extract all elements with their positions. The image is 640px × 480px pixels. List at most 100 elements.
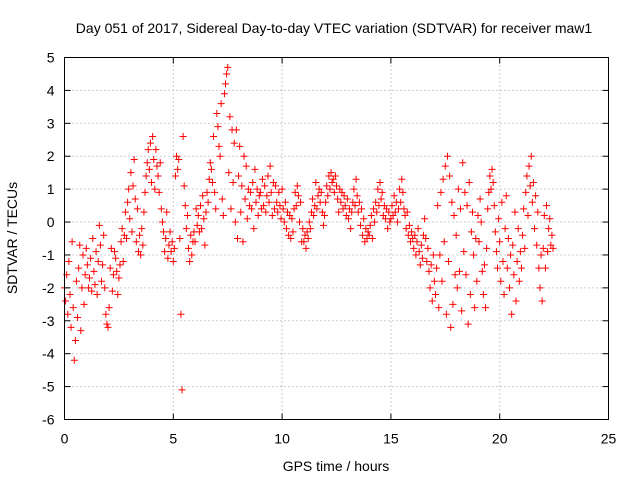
data-point xyxy=(226,113,234,121)
data-point xyxy=(303,228,311,236)
data-point xyxy=(65,258,73,266)
data-point xyxy=(178,386,186,394)
data-point xyxy=(267,188,275,196)
data-point xyxy=(309,195,317,203)
plot-frame xyxy=(64,57,609,420)
data-point xyxy=(450,211,458,219)
data-point xyxy=(117,238,125,246)
data-point xyxy=(432,290,440,298)
data-point xyxy=(373,208,381,216)
data-point xyxy=(491,228,499,236)
data-point xyxy=(495,215,503,223)
y-axis-tick-labels: -6 -5 -4 -3 -2 -1 0 1 2 3 4 5 xyxy=(42,50,55,428)
data-point xyxy=(452,231,460,239)
data-point xyxy=(398,175,406,183)
data-point xyxy=(514,225,522,233)
data-point xyxy=(248,205,256,213)
data-point xyxy=(422,235,430,242)
data-point xyxy=(251,165,259,173)
data-point xyxy=(80,300,88,308)
data-point xyxy=(391,208,399,216)
x-axis-label: GPS time / hours xyxy=(283,458,390,474)
data-point xyxy=(494,264,502,272)
data-point xyxy=(273,198,281,206)
data-point xyxy=(513,258,521,266)
data-point xyxy=(188,251,196,259)
data-point xyxy=(535,264,543,272)
data-point xyxy=(496,238,504,246)
data-point xyxy=(343,195,351,203)
data-point xyxy=(453,284,461,292)
data-point xyxy=(88,287,96,295)
data-point xyxy=(256,188,264,196)
y-tick-label: -3 xyxy=(42,313,55,329)
data-point xyxy=(534,208,542,216)
data-point xyxy=(259,175,267,183)
data-point xyxy=(255,192,263,200)
data-point xyxy=(197,202,204,210)
data-point xyxy=(428,297,436,305)
data-point xyxy=(306,225,314,233)
data-point xyxy=(521,244,529,252)
data-point xyxy=(351,202,359,210)
x-axis-tick-labels: 0 5 10 15 20 25 xyxy=(61,431,617,447)
data-point xyxy=(199,192,207,200)
data-point xyxy=(220,90,228,98)
x-tick-label: 10 xyxy=(274,431,290,447)
data-point xyxy=(365,231,373,239)
data-point xyxy=(148,179,156,187)
data-point xyxy=(94,258,102,266)
data-point xyxy=(275,188,283,196)
data-point xyxy=(111,248,119,256)
data-point xyxy=(77,327,85,335)
data-point xyxy=(89,235,97,242)
data-point xyxy=(390,192,398,200)
data-point xyxy=(280,218,288,226)
data-point xyxy=(540,211,548,219)
data-point xyxy=(337,198,345,206)
data-point xyxy=(204,198,212,206)
data-point xyxy=(512,297,520,305)
data-point xyxy=(96,241,104,249)
data-point xyxy=(526,182,534,190)
data-point xyxy=(123,235,131,242)
data-point xyxy=(356,221,364,229)
data-point xyxy=(174,165,182,173)
data-point xyxy=(84,284,92,292)
data-point xyxy=(156,159,164,167)
data-point xyxy=(510,271,518,279)
data-point xyxy=(93,290,101,298)
x-tick-label: 5 xyxy=(169,431,177,447)
data-point xyxy=(167,248,175,256)
data-point xyxy=(109,271,117,279)
data-point xyxy=(254,211,262,219)
data-point xyxy=(168,238,176,246)
data-point xyxy=(187,231,195,239)
data-point xyxy=(347,225,355,233)
data-point xyxy=(144,146,152,154)
data-point xyxy=(408,228,416,236)
data-point xyxy=(335,208,343,216)
data-point xyxy=(282,225,290,233)
data-point xyxy=(216,152,224,160)
data-point xyxy=(529,179,537,187)
data-point xyxy=(313,205,321,213)
data-point xyxy=(213,109,221,117)
data-point xyxy=(324,192,332,200)
data-point xyxy=(302,244,310,252)
data-point xyxy=(300,238,308,246)
data-point xyxy=(541,264,549,272)
data-point xyxy=(233,235,241,242)
data-point xyxy=(142,172,150,180)
data-point xyxy=(192,205,200,213)
data-point xyxy=(312,179,320,187)
data-point xyxy=(500,290,508,298)
data-point xyxy=(461,188,469,196)
data-point xyxy=(115,274,123,282)
data-point xyxy=(296,218,304,226)
data-point xyxy=(411,231,419,239)
data-point xyxy=(165,241,173,249)
data-point xyxy=(212,205,220,213)
data-point xyxy=(219,211,227,219)
data-point xyxy=(90,267,98,275)
